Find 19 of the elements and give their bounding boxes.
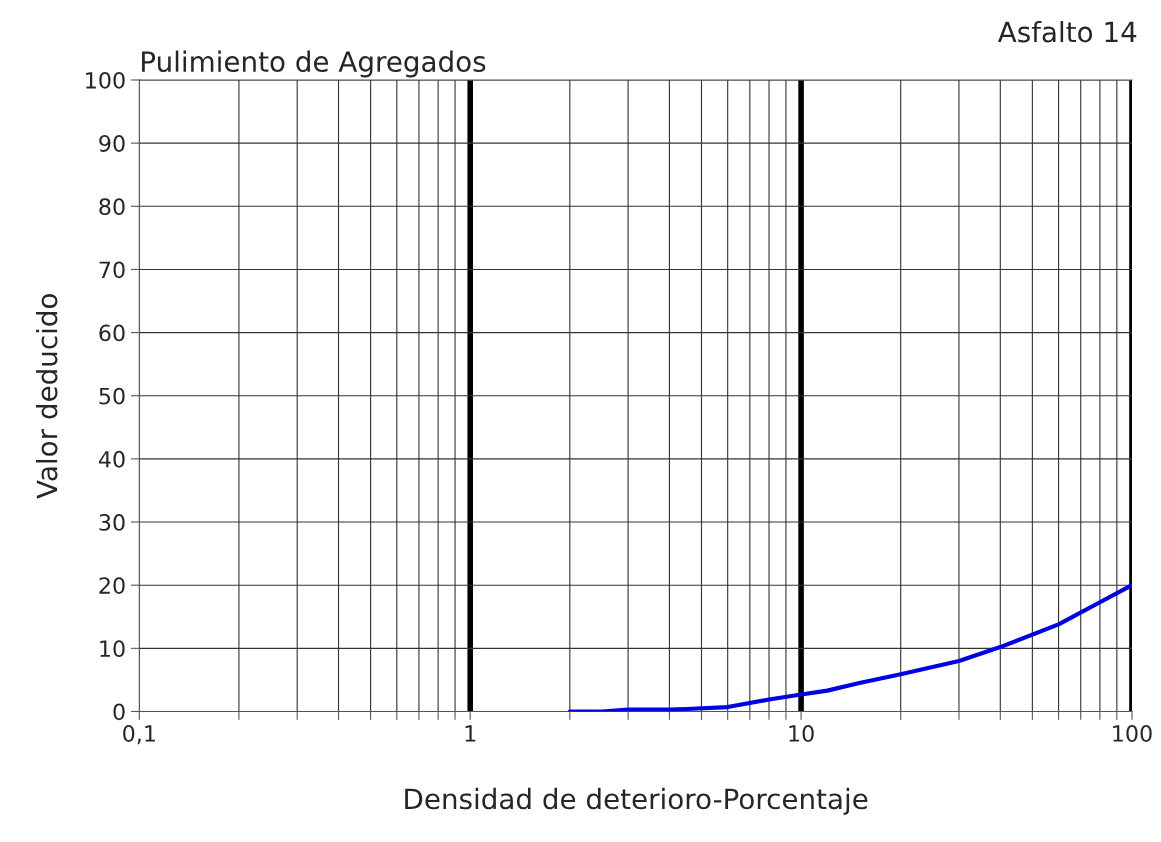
x-tick-label: 0,1 <box>123 725 155 745</box>
y-tick-label: 40 <box>98 450 125 468</box>
y-tick-label: 90 <box>99 135 125 152</box>
chart-title: Pulimiento de Agregados <box>142 50 486 78</box>
y-tick-label: 30 <box>99 513 125 531</box>
y-tick-label: 60 <box>99 324 125 342</box>
y-tick-label: 70 <box>99 261 125 279</box>
text: Asfalto 14 <box>997 20 1137 43</box>
y-tick-label: 10 <box>100 640 125 658</box>
x-tick-label: 10 <box>789 725 814 742</box>
y-tick-label: 100 <box>86 71 125 89</box>
y-tick-label: 0 <box>113 703 125 721</box>
y-axis-title: Valor deducido <box>35 294 58 499</box>
x-tick-label: 1 <box>465 725 476 742</box>
y-tick-label: 20 <box>99 577 125 594</box>
x-axis-title: Densidad de deterioro-Porcentaje <box>405 787 868 815</box>
y-tick-label: 50 <box>99 387 125 405</box>
y-tick-label: 80 <box>99 198 125 216</box>
x-tick-label: 100 <box>1113 725 1152 742</box>
